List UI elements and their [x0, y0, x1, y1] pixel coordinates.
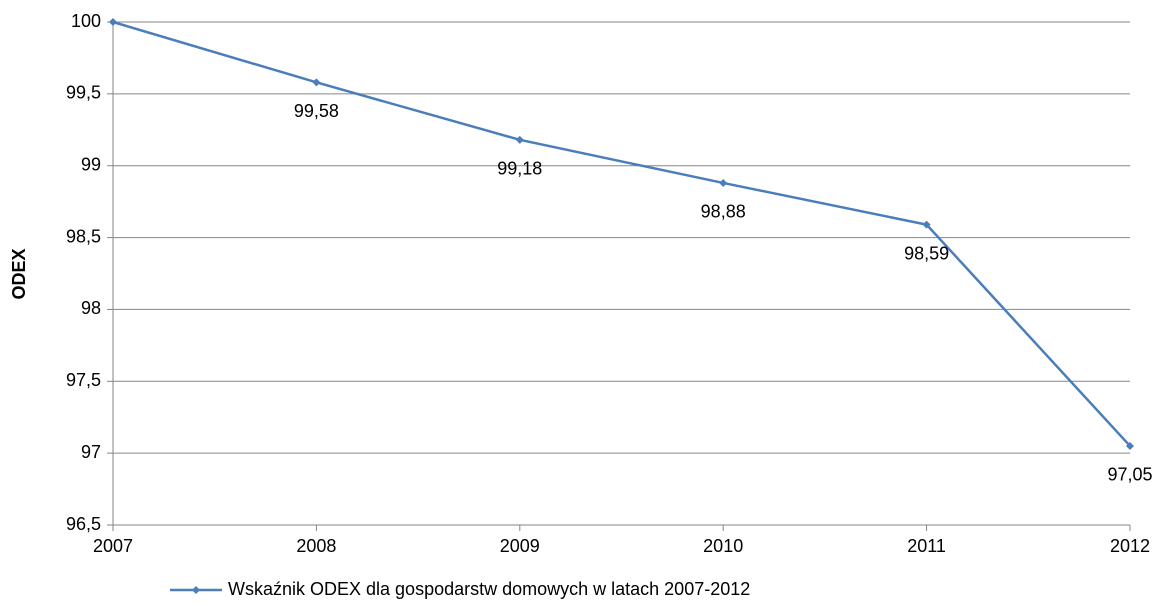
series-line	[112, 20, 1131, 447]
point-marker	[312, 78, 321, 87]
x-tick-label: 2012	[1110, 536, 1150, 556]
y-tick-label: 97,5	[66, 370, 101, 390]
point-marker	[109, 18, 117, 26]
y-tick-label: 99	[81, 154, 101, 174]
y-tick-label: 99,5	[66, 83, 101, 103]
y-tick-label: 100	[71, 11, 101, 31]
point-marker	[1126, 441, 1134, 450]
y-axis-title: ODEX	[9, 248, 29, 299]
x-tick-label: 2007	[93, 536, 133, 556]
y-tick-label: 98,5	[66, 226, 101, 246]
legend-marker	[192, 586, 200, 594]
point-marker	[922, 220, 931, 229]
legend-label: Wskaźnik ODEX dla gospodarstw domowych w…	[228, 579, 750, 599]
data-label: 98,59	[904, 243, 949, 263]
x-tick-label: 2009	[500, 536, 540, 556]
y-tick-label: 96,5	[66, 514, 101, 534]
data-label: 99,18	[497, 159, 542, 179]
y-tick-label: 98	[81, 298, 101, 318]
data-label: 99,58	[294, 101, 339, 121]
point-marker	[719, 178, 728, 187]
x-tick-label: 2011	[907, 536, 946, 556]
data-label: 97,05	[1107, 465, 1152, 485]
x-tick-label: 2008	[296, 536, 336, 556]
point-marker	[515, 135, 524, 144]
y-tick-label: 97	[81, 442, 101, 462]
x-tick-label: 2010	[703, 536, 743, 556]
data-label: 98,88	[701, 202, 746, 222]
